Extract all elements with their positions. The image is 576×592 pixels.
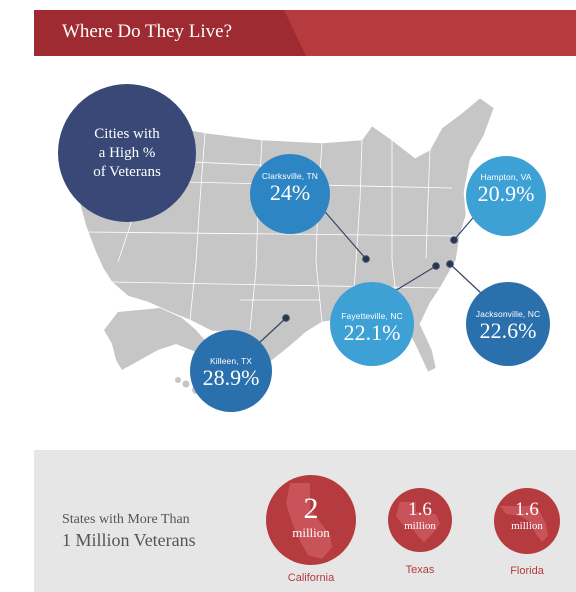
- states-section: States with More Than 1 Million Veterans…: [34, 450, 576, 592]
- section-header-banner: Where Do They Live?: [34, 10, 576, 56]
- city-percent: 28.9%: [202, 365, 260, 390]
- states-heading-line2: 1 Million Veterans: [62, 530, 196, 550]
- cities-heading-line: of Veterans: [93, 163, 161, 180]
- alaska-silhouette: [104, 308, 214, 370]
- cities-heading-bubble: Cities with a High % of Veterans: [58, 84, 196, 222]
- city-bubble-fayetteville: Fayetteville, NC 22.1%: [330, 282, 414, 366]
- california-outline-icon: [286, 483, 332, 559]
- city-percent: 20.9%: [477, 181, 535, 206]
- city-name: Jacksonville, NC: [475, 309, 541, 319]
- state-value: 1.6: [515, 499, 539, 520]
- state-unit: million: [511, 520, 543, 532]
- city-name: Fayetteville, NC: [341, 311, 403, 321]
- state-unit: million: [404, 520, 436, 532]
- city-name: Hampton, VA: [480, 172, 532, 182]
- cities-heading-line: Cities with: [94, 125, 160, 142]
- city-bubble-clarksville: Clarksville, TN 24%: [250, 154, 330, 234]
- states-heading-line1: States with More Than: [62, 512, 190, 527]
- city-percent: 22.6%: [479, 318, 537, 343]
- section-title: Where Do They Live?: [62, 21, 233, 42]
- state-circle-florida: 1.6 million: [494, 488, 560, 554]
- city-percent: 22.1%: [343, 320, 401, 345]
- state-value: 2: [303, 492, 319, 525]
- texas-outline-icon: [396, 502, 440, 542]
- city-name: Clarksville, TN: [261, 171, 319, 181]
- state-circle-california: 2 million: [266, 475, 356, 565]
- city-bubble-hampton: Hampton, VA 20.9%: [466, 156, 546, 236]
- cities-heading-line: a High %: [98, 144, 156, 161]
- state-value: 1.6: [408, 499, 432, 520]
- city-bubble-killeen: Killeen, TX 28.9%: [190, 330, 272, 412]
- florida-outline-icon: [500, 506, 548, 542]
- header-dark-ribbon: [34, 10, 306, 56]
- state-name-florida: Florida: [510, 565, 544, 577]
- states-heading: States with More Than 1 Million Veterans: [62, 511, 196, 551]
- state-name-texas: Texas: [405, 564, 435, 576]
- state-name-california: California: [287, 572, 335, 584]
- state-unit: million: [292, 525, 330, 540]
- state-circle-texas: 1.6 million: [388, 488, 452, 552]
- map-connectors: [257, 204, 485, 345]
- city-bubble-jacksonville: Jacksonville, NC 22.6%: [466, 282, 550, 366]
- city-name: Killeen, TX: [209, 356, 253, 366]
- city-percent: 24%: [269, 180, 311, 205]
